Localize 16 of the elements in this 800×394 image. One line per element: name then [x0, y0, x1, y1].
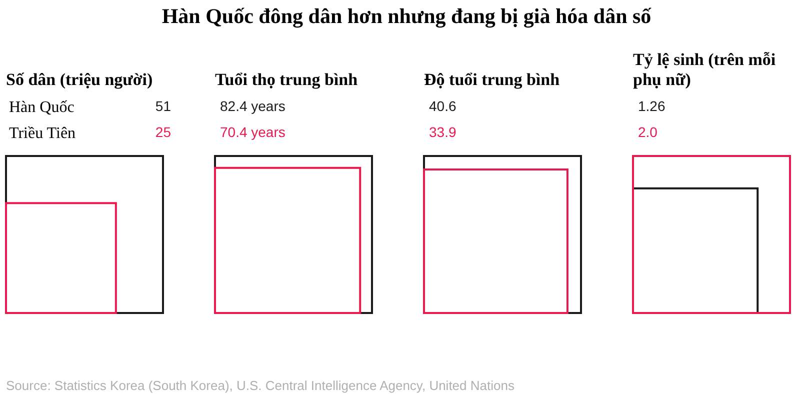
source-note: Source: Statistics Korea (South Korea), U.S. Central Intelligence Agency, United Nations	[6, 378, 515, 393]
data-label: 33.9	[429, 124, 456, 140]
data-label: 70.4 years	[220, 124, 286, 140]
data-label: 82.4 years	[220, 98, 286, 114]
data-label: 1.26	[638, 98, 666, 114]
category-label: Hàn Quốc	[9, 99, 74, 116]
data-label: 25	[155, 124, 172, 140]
data-label: 2.0	[638, 124, 658, 140]
category-label: Triều Tiên	[9, 125, 76, 142]
text: Độ tuổi trung bình	[424, 70, 560, 89]
text: Hàn Quốc đông dân hơn nhưng đang bị già hóa dân số	[162, 4, 652, 28]
text: Số dân (triệu người)	[6, 70, 153, 89]
text: Tỷ lệ sinh (trên mỗi phụ nữ)	[633, 50, 776, 89]
text: Tuổi thọ trung bình	[215, 70, 358, 89]
data-label: 40.6	[429, 98, 456, 114]
data-label: 51	[155, 98, 172, 114]
